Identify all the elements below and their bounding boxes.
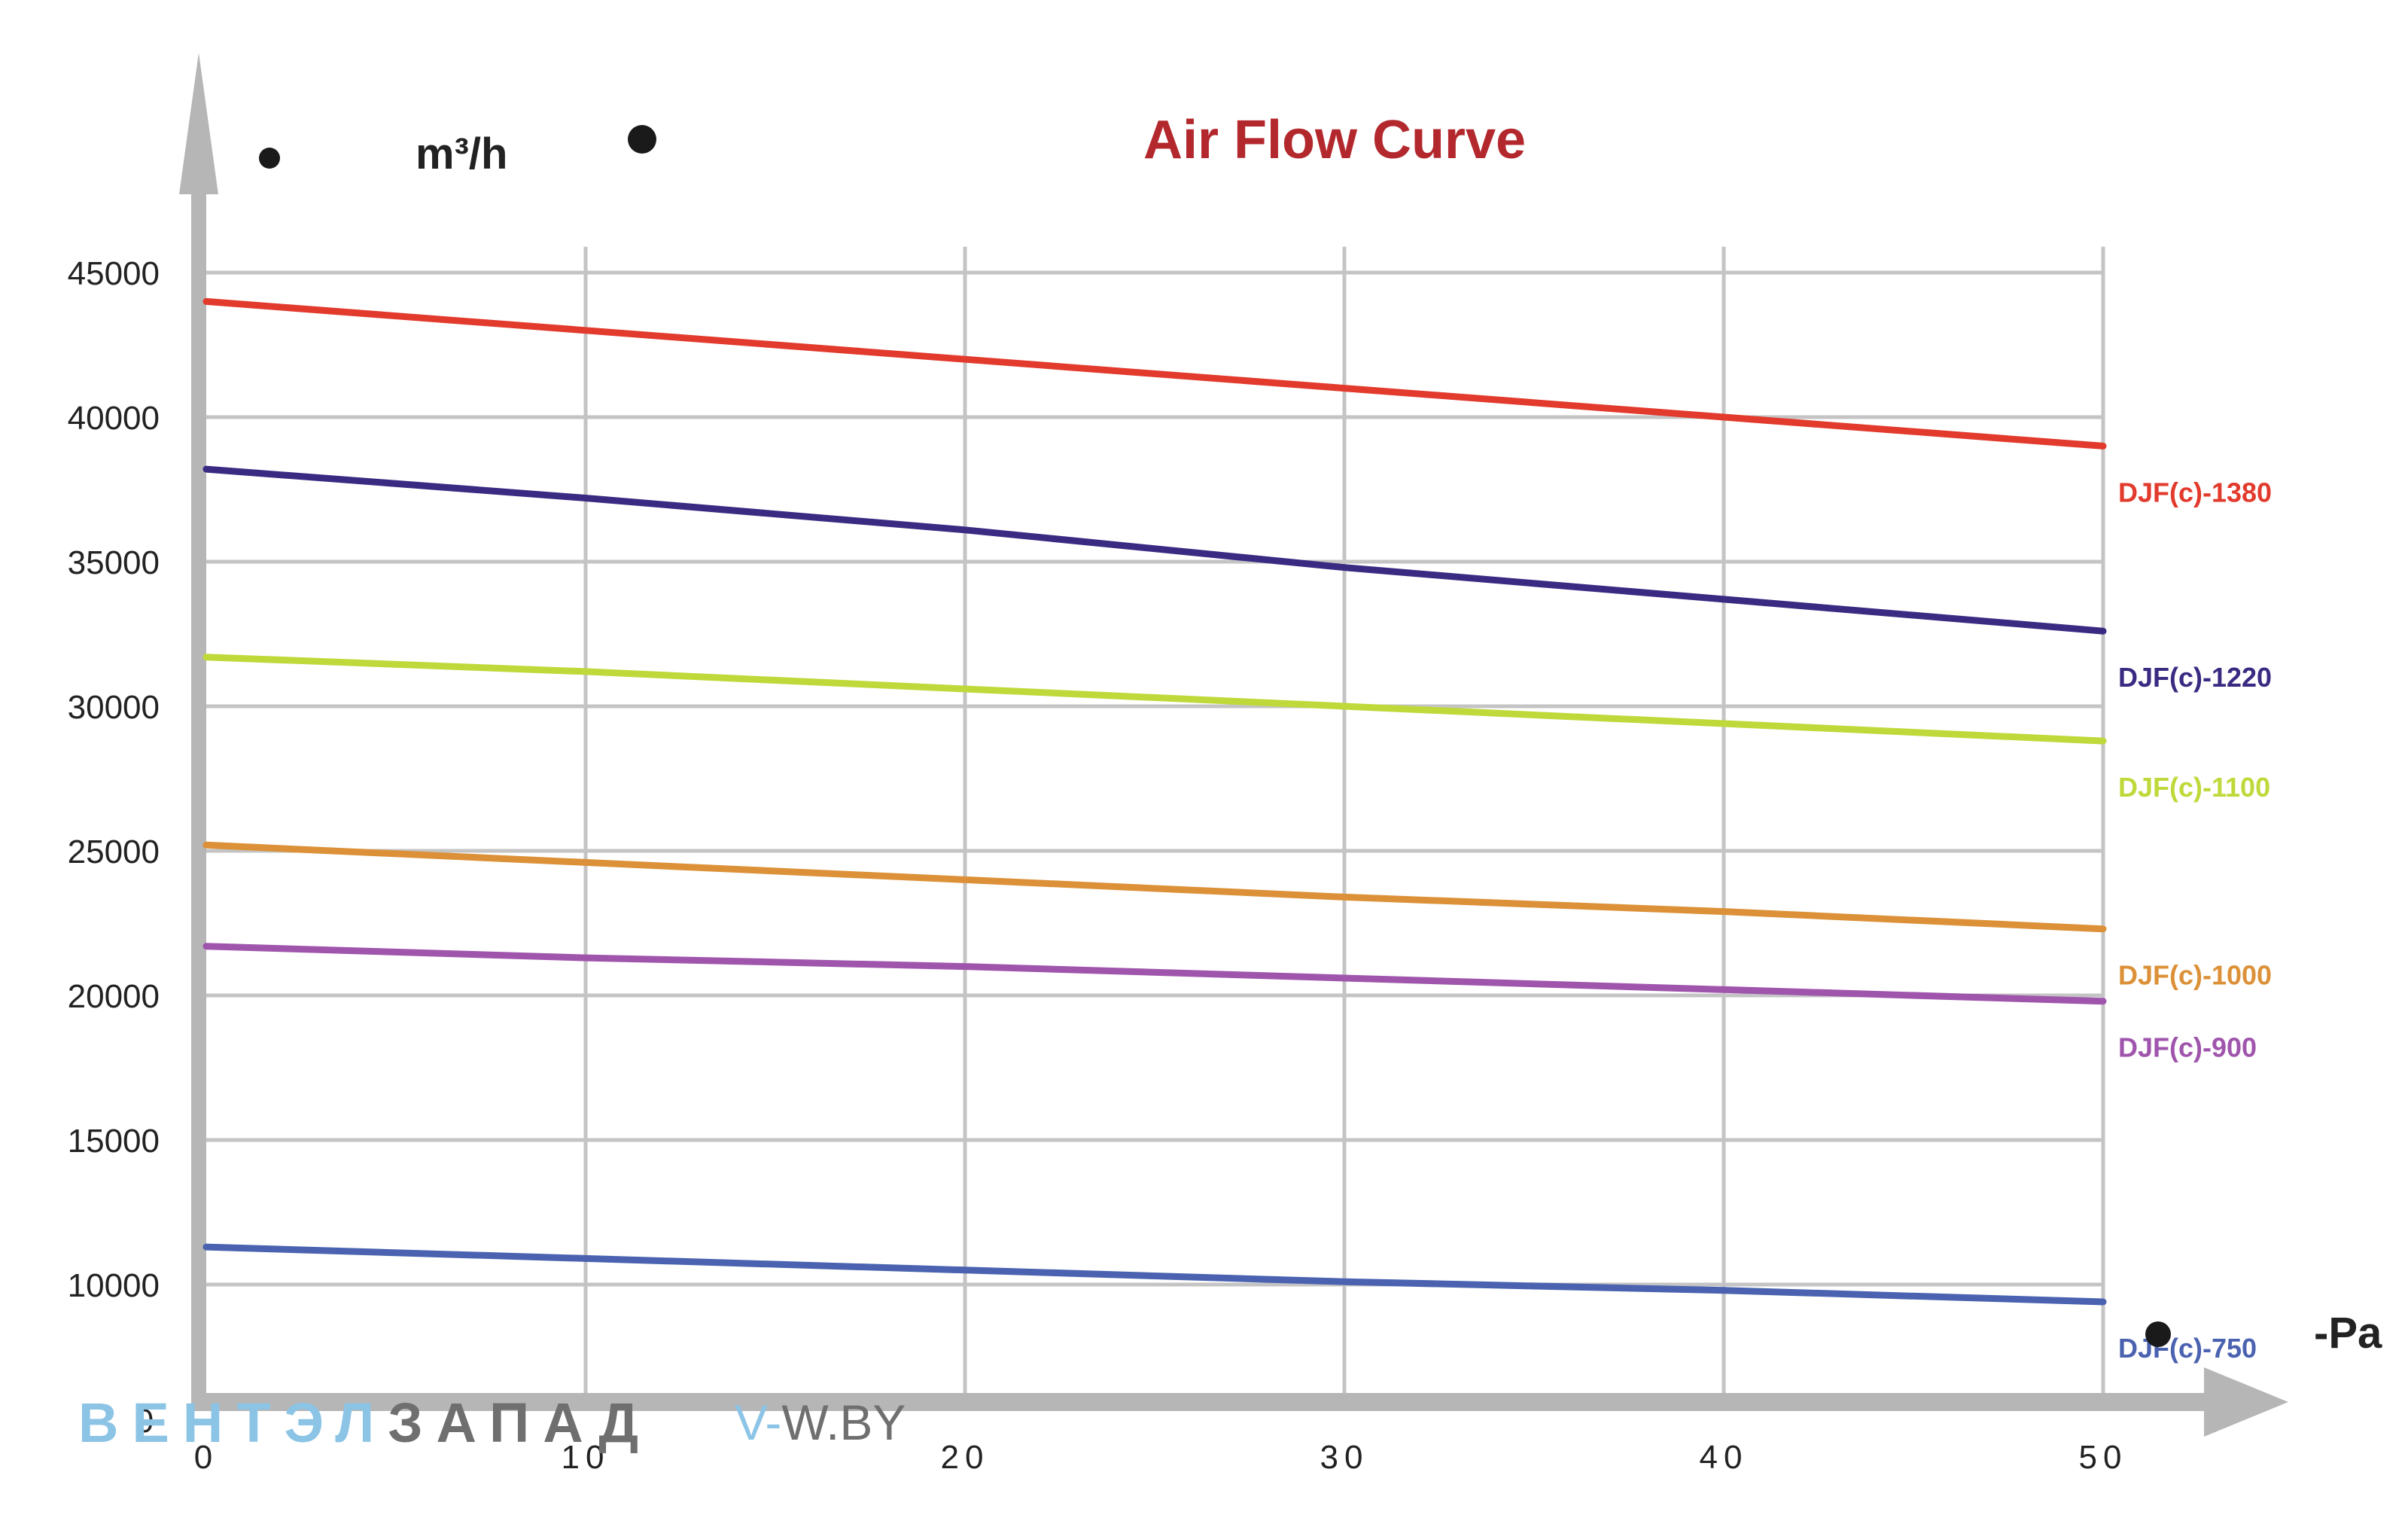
x-axis-line: [191, 1393, 2224, 1411]
series-line: [202, 943, 2107, 1005]
watermark-site-prefix: V-: [735, 1394, 781, 1450]
y-tick-label: 45000: [68, 255, 160, 292]
series-layer: [202, 297, 2107, 1306]
y-origin-label: 0: [135, 1403, 154, 1440]
series-line: [202, 1243, 2107, 1306]
series-label-layer: DJF(c)-1380 DJF(c)-1220 DJF(c)-1100 DJF(c)-…: [2118, 477, 2272, 1364]
x-tick-label: 30: [1320, 1439, 1369, 1476]
series-line: [202, 465, 2107, 635]
y-axis-arrow: [179, 53, 218, 194]
y-tick-label: 30000: [68, 689, 160, 726]
y-tick-label: 10000: [68, 1267, 160, 1304]
chart-title: Air Flow Curve: [1143, 110, 1526, 170]
watermark-brand: ВЕНТЭЛЗАПАД: [78, 1391, 652, 1454]
series-label: DJF(c)-1100: [2118, 772, 2270, 803]
watermark-site: V-W.BY: [735, 1394, 906, 1450]
x-axis-arrow: [2204, 1367, 2288, 1437]
series-line: [202, 841, 2107, 933]
axes-layer: [179, 53, 2288, 1437]
y-tick-label: 40000: [68, 400, 160, 437]
x-tick-label: 50: [2079, 1439, 2128, 1476]
y-axis-unit-label: m³/h: [416, 130, 507, 178]
series-label: DJF(c)-1380: [2118, 477, 2272, 507]
watermark-site-rest: W.BY: [781, 1394, 906, 1450]
tick-layer: 45000 40000 35000 30000 25000 20000 15000 10000…: [68, 255, 2128, 1476]
decorative-dot: [628, 125, 656, 154]
series-label: DJF(c)-1220: [2118, 662, 2272, 693]
y-tick-label: 20000: [68, 978, 160, 1015]
series-label: DJF(c)-1000: [2118, 960, 2272, 991]
series-label: DJF(c)-900: [2118, 1032, 2257, 1063]
y-axis-line: [191, 181, 206, 1408]
y-tick-label: 35000: [68, 544, 160, 581]
y-tick-label: 15000: [68, 1123, 160, 1160]
watermark-brand-part1: ВЕНТЭЛ: [78, 1391, 388, 1454]
y-tick-label: 25000: [68, 834, 160, 870]
x-tick-label: 20: [941, 1439, 990, 1476]
series-line: [202, 297, 2107, 450]
decorative-dot: [259, 148, 280, 169]
watermark-brand-part2: ЗАПАД: [388, 1391, 652, 1454]
x-axis-unit-label: -Pa: [2314, 1309, 2382, 1358]
series-label: DJF(c)-750: [2118, 1333, 2257, 1364]
x-tick-label: 40: [1700, 1439, 1749, 1476]
x-tick-label: 0: [194, 1439, 218, 1476]
grid-layer: [206, 246, 2105, 1394]
decorative-dot: [2145, 1321, 2171, 1347]
series-line: [202, 654, 2107, 745]
x-tick-label: 10: [562, 1439, 610, 1476]
